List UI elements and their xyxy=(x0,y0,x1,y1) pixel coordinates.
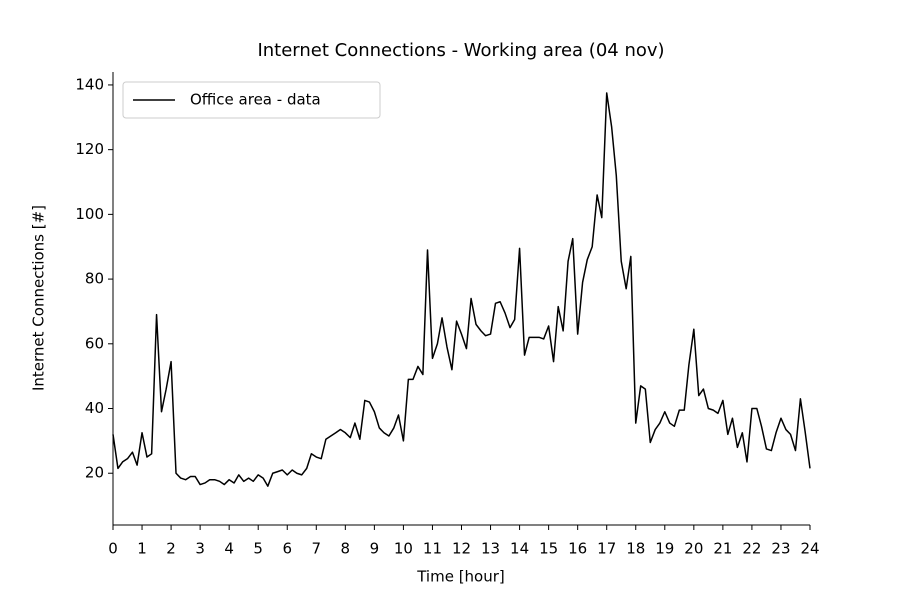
x-tick-label: 11 xyxy=(423,540,442,558)
x-tick-label: 10 xyxy=(394,540,413,558)
x-tick-label: 3 xyxy=(195,540,205,558)
x-tick-label: 6 xyxy=(282,540,292,558)
legend-box xyxy=(122,81,381,119)
x-tick-label: 19 xyxy=(655,540,674,558)
y-tick-label: 80 xyxy=(85,270,104,288)
legend-label: Office area - data xyxy=(190,91,321,109)
x-tick-label: 12 xyxy=(452,540,471,558)
y-tick-label: 140 xyxy=(75,75,104,93)
y-axis-label: Internet Connections [#] xyxy=(30,205,48,391)
x-tick-label: 1 xyxy=(137,540,147,558)
y-tick-label: 100 xyxy=(75,205,104,223)
x-tick-label: 9 xyxy=(370,540,380,558)
x-tick-label: 2 xyxy=(166,540,176,558)
x-tick-label: 21 xyxy=(713,540,732,558)
x-tick-label: 8 xyxy=(341,540,351,558)
y-tick-label: 40 xyxy=(85,399,104,417)
x-tick-label: 0 xyxy=(108,540,118,558)
x-tick-label: 17 xyxy=(597,540,616,558)
data-line xyxy=(112,92,811,487)
x-tick-label: 20 xyxy=(684,540,703,558)
y-tick-label: 60 xyxy=(85,334,104,352)
x-tick-label: 14 xyxy=(510,540,529,558)
x-tick-label: 24 xyxy=(800,540,819,558)
x-tick-label: 4 xyxy=(224,540,234,558)
x-tick-label: 23 xyxy=(771,540,790,558)
x-tick-label: 5 xyxy=(253,540,263,558)
x-tick-label: 22 xyxy=(742,540,761,558)
x-axis-label: Time [hour] xyxy=(416,568,505,586)
x-tick-label: 15 xyxy=(539,540,558,558)
x-tick-label: 18 xyxy=(626,540,645,558)
x-tick-label: 7 xyxy=(312,540,322,558)
chart-title: Internet Connections - Working area (04 … xyxy=(257,40,664,61)
x-tick-label: 16 xyxy=(568,540,587,558)
x-tick-label: 13 xyxy=(481,540,500,558)
y-tick-label: 20 xyxy=(85,464,104,482)
y-tick-label: 120 xyxy=(75,140,104,158)
